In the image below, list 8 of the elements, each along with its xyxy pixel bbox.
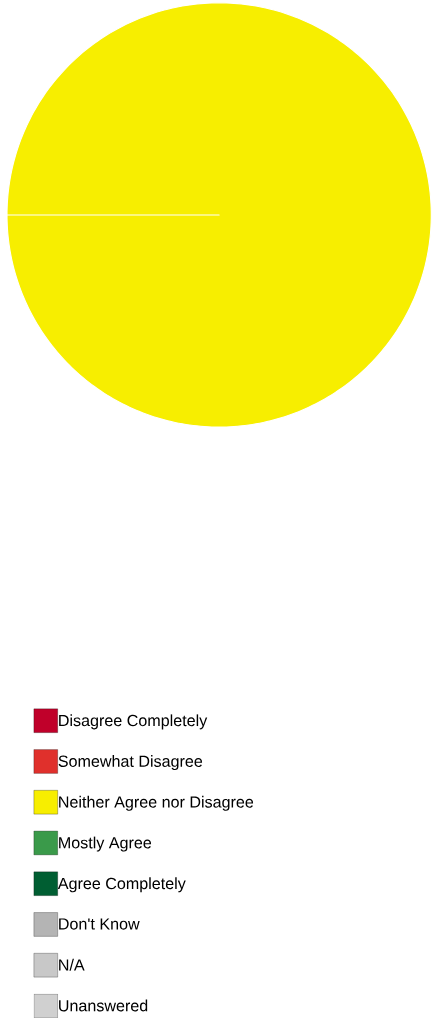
legend-label: Don't Know <box>59 918 140 930</box>
legend-label: Neither Agree nor Disagree <box>59 795 254 811</box>
legend-label: N/A <box>59 958 85 971</box>
legend-label: Agree Completely <box>58 877 186 893</box>
legend-label: Mostly Agree <box>59 836 152 852</box>
legend-label: Unanswered <box>59 999 148 1012</box>
legend-label: Disagree Completely <box>59 714 208 730</box>
legend-label: Somewhat Disagree <box>58 755 203 771</box>
